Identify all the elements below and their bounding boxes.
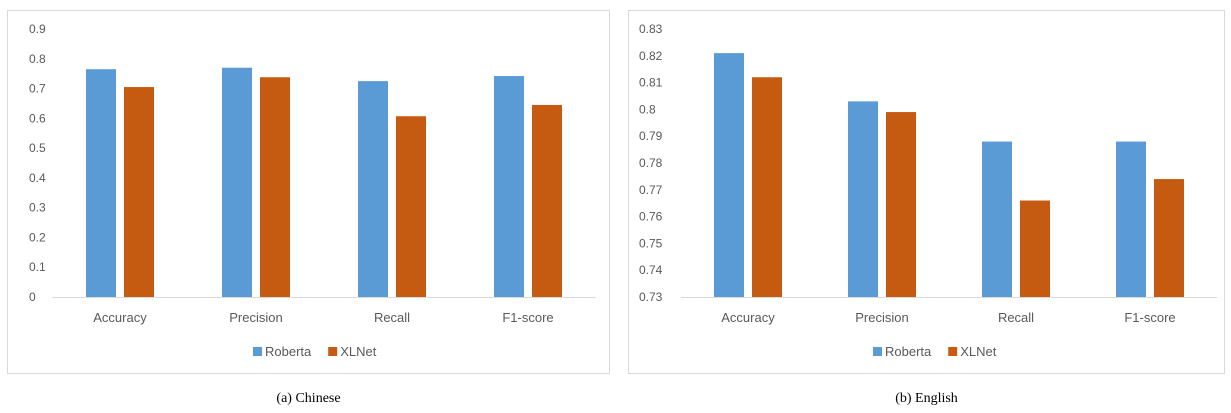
- bar-xlnet-recall: [1020, 200, 1050, 297]
- y-tick-label: 0.75: [639, 236, 663, 250]
- y-tick-label: 0.9: [29, 22, 46, 36]
- x-category-label: F1-score: [502, 310, 553, 325]
- bar-roberta-f1-score: [1116, 141, 1146, 297]
- x-category-label: Accuracy: [93, 310, 147, 325]
- legend-swatch-xlnet: [948, 347, 958, 356]
- x-category-label: Precision: [855, 310, 908, 325]
- bar-xlnet-precision: [886, 112, 916, 297]
- bar-chart-english: 0.73 0.74 0.75 0.76 0.77 0.78 0.79 0.8 0.81 0.82 0…: [639, 22, 1217, 359]
- bar-xlnet-f1-score: [532, 104, 562, 297]
- y-tick-label: 0.2: [29, 230, 46, 244]
- bar-xlnet-f1-score: [1154, 179, 1184, 297]
- legend-label-xlnet: XLNet: [960, 344, 997, 359]
- bar-roberta-precision: [848, 101, 878, 297]
- caption-chinese: (a) Chinese: [276, 391, 341, 406]
- chart-panel-english: 0.73 0.74 0.75 0.76 0.77 0.78 0.79 0.8 0.81 0.82 0…: [628, 10, 1225, 374]
- legend-swatch-roberta: [873, 347, 882, 356]
- bar-xlnet-accuracy: [752, 77, 782, 298]
- y-tick-label: 0.4: [29, 171, 46, 185]
- y-tick-label: 0.79: [639, 129, 663, 143]
- legend-swatch-roberta: [253, 347, 262, 356]
- legend-label-roberta: Roberta: [885, 344, 932, 359]
- y-tick-label: 0.77: [639, 183, 663, 197]
- y-tick-label: 0.78: [639, 156, 663, 170]
- bar-roberta-accuracy: [714, 53, 744, 298]
- y-tick-label: 0.5: [29, 141, 46, 155]
- bar-roberta-precision: [222, 67, 252, 297]
- y-tick-label: 0.82: [639, 49, 663, 63]
- y-tick-label: 0: [29, 290, 36, 304]
- x-category-label: Accuracy: [721, 310, 775, 325]
- caption-english: (b) English: [895, 391, 958, 406]
- bar-xlnet-accuracy: [124, 87, 154, 297]
- x-category-label: Recall: [374, 310, 410, 325]
- bar-xlnet-recall: [396, 116, 426, 297]
- y-tick-label: 0.6: [29, 111, 46, 125]
- x-category-label: F1-score: [1124, 310, 1175, 325]
- y-tick-label: 0.7: [29, 82, 46, 96]
- bar-roberta-recall: [982, 141, 1012, 297]
- bar-roberta-recall: [358, 81, 388, 297]
- y-tick-label: 0.8: [639, 102, 656, 116]
- x-category-label: Precision: [229, 310, 282, 325]
- bar-roberta-f1-score: [494, 76, 524, 297]
- legend-swatch-xlnet: [328, 347, 338, 356]
- chart-panel-chinese: 0 0.1 0.2 0.3 0.4 0.5 0.6 0.7 0.8 0.9 Accuracy Prec…: [7, 10, 610, 374]
- x-category-label: Recall: [998, 310, 1034, 325]
- legend-label-xlnet: XLNet: [340, 344, 377, 359]
- bar-xlnet-precision: [260, 77, 290, 298]
- y-tick-label: 0.1: [29, 260, 46, 274]
- bar-roberta-accuracy: [86, 69, 116, 297]
- y-tick-label: 0.73: [639, 290, 663, 304]
- y-tick-label: 0.8: [29, 52, 46, 66]
- y-tick-label: 0.74: [639, 263, 663, 277]
- bar-chart-chinese: 0 0.1 0.2 0.3 0.4 0.5 0.6 0.7 0.8 0.9 Accuracy Prec…: [29, 22, 596, 359]
- legend-label-roberta: Roberta: [265, 344, 312, 359]
- y-tick-label: 0.81: [639, 76, 663, 90]
- y-tick-label: 0.83: [639, 22, 663, 36]
- y-tick-label: 0.76: [639, 210, 663, 224]
- y-tick-label: 0.3: [29, 201, 46, 215]
